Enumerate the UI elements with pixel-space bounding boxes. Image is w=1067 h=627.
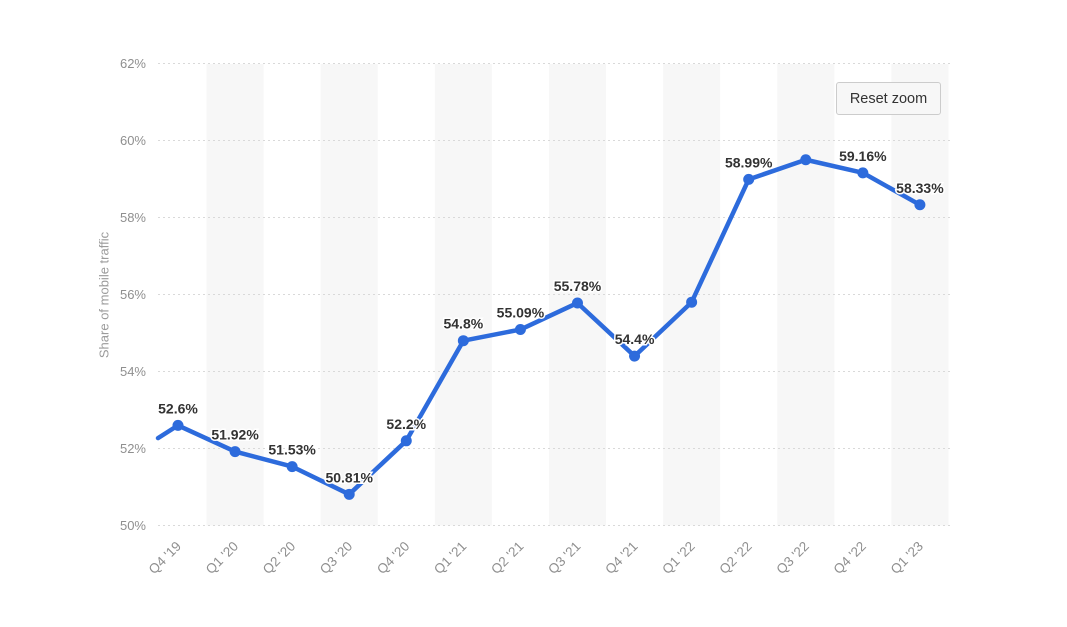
data-point-label: 52.2% xyxy=(386,416,426,432)
x-axis-tick-label: Q1 '22 xyxy=(659,539,697,577)
data-point-marker[interactable] xyxy=(629,350,641,362)
data-point-label: 50.81% xyxy=(325,469,373,485)
x-axis-tick-label: Q1 '21 xyxy=(431,539,469,577)
x-axis-tick-label: Q4 '22 xyxy=(831,539,869,577)
data-point-marker[interactable] xyxy=(800,154,812,166)
y-axis-tick-label: 60% xyxy=(120,133,146,148)
category-band xyxy=(663,64,721,526)
category-band xyxy=(548,64,607,526)
y-axis-tick-label: 54% xyxy=(120,364,146,379)
data-point-label: 52.6% xyxy=(158,400,198,416)
data-point-label: 51.53% xyxy=(268,442,316,458)
data-point-label: 55.09% xyxy=(497,305,545,321)
reset-zoom-button[interactable]: Reset zoom xyxy=(836,82,941,115)
x-axis-tick-label: Q1 '20 xyxy=(203,539,241,577)
data-point-label: 54.4% xyxy=(615,331,655,347)
x-axis-tick-label: Q4 '19 xyxy=(146,539,184,577)
data-point-label: 55.78% xyxy=(554,278,602,294)
data-point-marker[interactable] xyxy=(343,488,355,500)
data-point-label: 51.92% xyxy=(211,427,259,443)
y-axis-title: Share of mobile traffic xyxy=(96,231,112,359)
x-axis-tick-label: Q3 '22 xyxy=(773,539,811,577)
y-axis-tick-label: 58% xyxy=(120,210,146,225)
data-point-marker[interactable] xyxy=(743,173,755,185)
x-axis-tick-label: Q4 '21 xyxy=(602,539,640,577)
data-point-marker[interactable] xyxy=(286,461,298,473)
x-axis-tick-label: Q2 '20 xyxy=(260,539,298,577)
y-axis-tick-label: 52% xyxy=(120,441,146,456)
data-point-marker[interactable] xyxy=(514,324,526,336)
data-point-marker[interactable] xyxy=(571,297,583,309)
y-axis-tick-label: 50% xyxy=(120,518,146,533)
y-axis-tick-label: 62% xyxy=(120,56,146,71)
x-axis-tick-label: Q1 '23 xyxy=(888,539,926,577)
x-axis-tick-label: Q2 '22 xyxy=(716,539,754,577)
data-point-marker[interactable] xyxy=(172,419,184,431)
data-point-label: 58.99% xyxy=(725,154,773,170)
data-point-marker[interactable] xyxy=(229,446,241,458)
data-point-marker[interactable] xyxy=(914,199,926,211)
y-axis-tick-label: 56% xyxy=(120,287,146,302)
data-point-marker[interactable] xyxy=(686,296,698,308)
data-point-marker[interactable] xyxy=(457,335,469,347)
data-point-label: 58.33% xyxy=(896,180,944,196)
category-band xyxy=(777,64,835,526)
data-point-marker[interactable] xyxy=(400,435,412,447)
x-axis-tick-label: Q4 '20 xyxy=(374,539,412,577)
x-axis-tick-label: Q2 '21 xyxy=(488,539,526,577)
x-axis-tick-label: Q3 '20 xyxy=(317,539,355,577)
x-axis-tick-label: Q3 '21 xyxy=(545,539,583,577)
data-point-label: 59.16% xyxy=(839,148,887,164)
data-point-marker[interactable] xyxy=(857,167,869,179)
data-point-label: 54.8% xyxy=(443,316,483,332)
